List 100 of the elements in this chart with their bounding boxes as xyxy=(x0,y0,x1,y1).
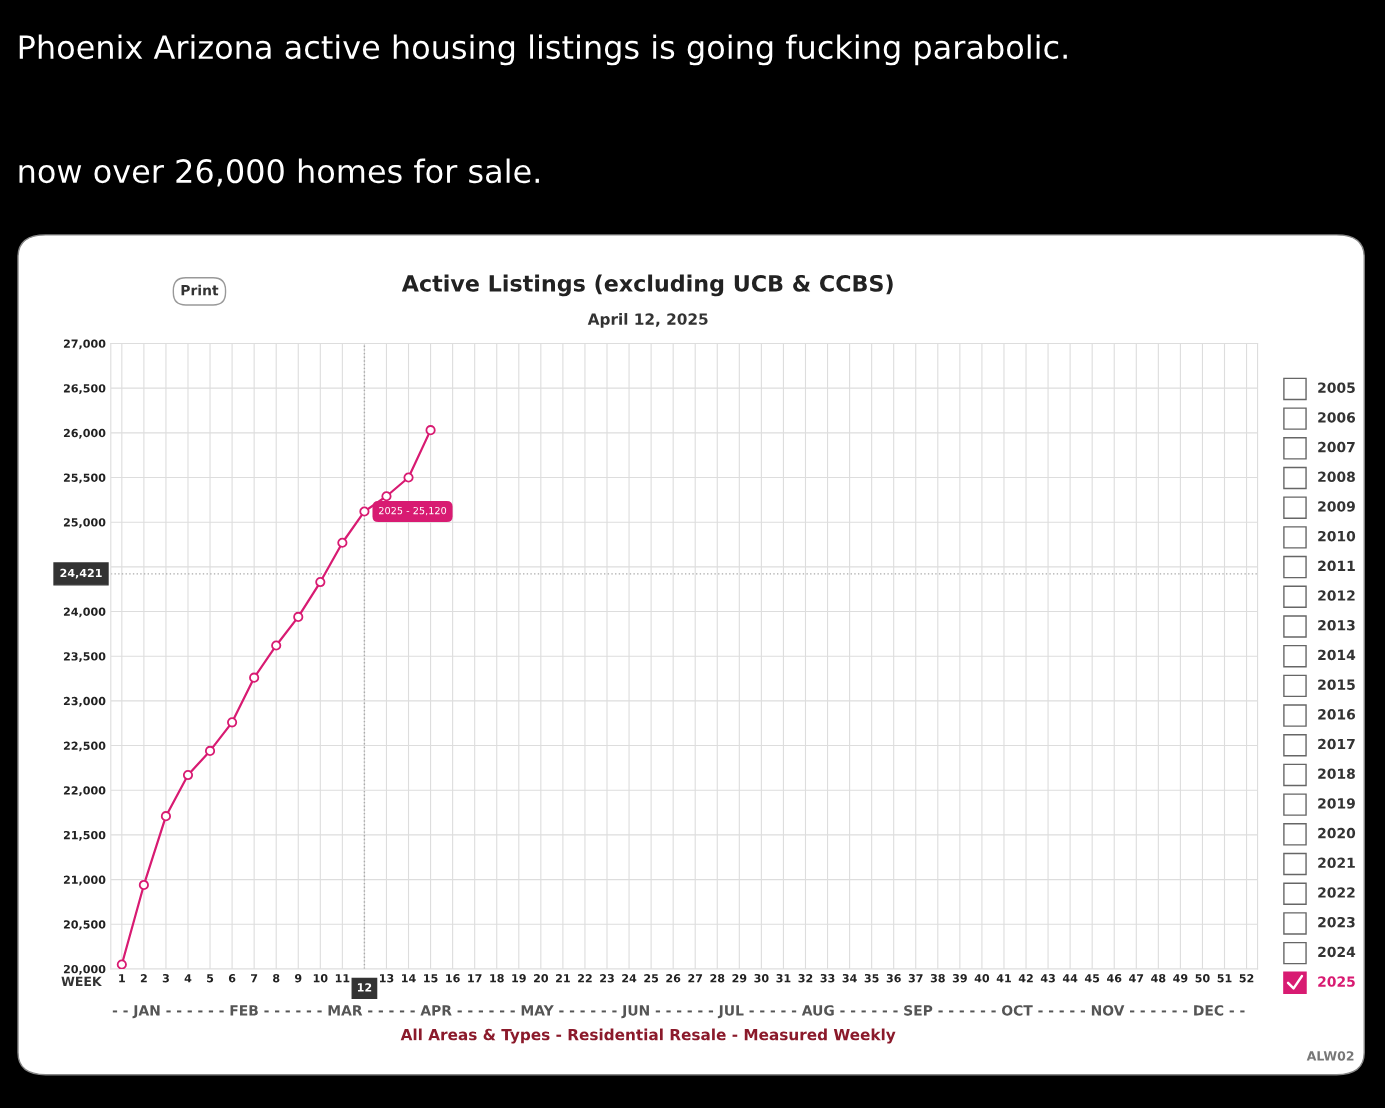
x-tick-label: 49 xyxy=(1173,974,1188,983)
y-tick-label: 20,500 xyxy=(63,920,106,931)
y-tick-label: 26,500 xyxy=(63,384,106,394)
point xyxy=(138,879,149,891)
x-tick-label: 22 xyxy=(578,974,592,983)
x-tick-label: 6 xyxy=(228,974,236,983)
x-tick-label: 38 xyxy=(930,974,945,983)
x-tick-label: 30 xyxy=(754,974,769,983)
point xyxy=(182,769,194,781)
text: 2011 xyxy=(1318,560,1355,572)
chart-subtitle: April 12, 2025 xyxy=(587,313,708,328)
text: 2023 xyxy=(1318,916,1355,928)
point xyxy=(315,576,326,588)
x-tick-label: 43 xyxy=(1040,974,1055,983)
point xyxy=(425,425,436,436)
x-tick-label: 8 xyxy=(273,974,280,983)
x-tick-label: 42 xyxy=(1018,974,1033,983)
text: 2017 xyxy=(1318,738,1355,750)
x-tick-label: 1 xyxy=(119,974,125,983)
x-tick-label: 21 xyxy=(556,974,570,983)
text: Print xyxy=(181,284,219,296)
x-tick-label: 44 xyxy=(1062,974,1078,983)
point xyxy=(359,506,370,517)
x-tick-label: 19 xyxy=(512,974,526,983)
x-tick-label: 50 xyxy=(1195,974,1210,983)
point xyxy=(116,959,127,969)
text: 2019 xyxy=(1318,798,1355,809)
x-tick-label: 48 xyxy=(1151,974,1166,983)
x-tick-label: 52 xyxy=(1239,974,1254,983)
y-tick-label: 25,500 xyxy=(63,473,106,484)
x-tick-label: 10 xyxy=(313,974,328,983)
text: ALW02 xyxy=(1306,1051,1354,1061)
x-tick-label: 46 xyxy=(1107,974,1122,983)
legend-label: 2025 xyxy=(1318,976,1355,987)
x-tick-label: 5 xyxy=(207,974,214,983)
point xyxy=(403,472,414,483)
y-tick-label: 22,000 xyxy=(63,786,106,797)
point xyxy=(249,672,260,683)
x-tick-label: 32 xyxy=(798,974,813,983)
x-tick-label: 13 xyxy=(379,974,394,983)
x-tick-label: 39 xyxy=(952,974,967,983)
y-tick-label: 26,000 xyxy=(63,428,106,439)
ref-line-label: 24,421 xyxy=(60,568,102,579)
text: 2020 xyxy=(1318,827,1356,839)
point xyxy=(337,537,348,548)
x-tick-label: 45 xyxy=(1084,974,1100,983)
text: 2009 xyxy=(1318,501,1355,512)
x-tick-label: 24 xyxy=(622,974,637,983)
text: 2018 xyxy=(1318,768,1355,779)
y-tick-label: 21,000 xyxy=(63,875,106,886)
y-tick-label: 22,500 xyxy=(63,741,106,752)
y-tick-label: 27,000 xyxy=(63,339,106,350)
x-tick-label: 36 xyxy=(886,974,901,983)
chart-title: Active Listings (excluding UCB & CCBS) xyxy=(401,274,893,297)
text: 2015 xyxy=(1318,679,1355,690)
x-tick-label: 29 xyxy=(732,974,747,983)
x-tick-label: 2 xyxy=(140,974,147,983)
y-tick-label: 25,000 xyxy=(63,518,106,528)
x-axis-title: WEEK xyxy=(61,976,102,986)
text: 2012 xyxy=(1318,590,1355,601)
x-tick-label: 28 xyxy=(710,974,725,983)
x-tick-label: 35 xyxy=(864,974,879,983)
text: 2008 xyxy=(1318,471,1355,483)
point xyxy=(271,640,282,651)
x-tick-label: 14 xyxy=(402,974,416,983)
x-tick-label: 26 xyxy=(666,974,681,983)
text: 2014 xyxy=(1318,649,1356,661)
point xyxy=(227,717,238,728)
point xyxy=(204,745,216,756)
x-tick-label: 4 xyxy=(184,974,192,983)
x-tick-label: 16 xyxy=(446,974,460,983)
text: 2007 xyxy=(1318,441,1355,453)
x-tick-label: 37 xyxy=(908,974,923,983)
text: 2016 xyxy=(1318,709,1356,720)
point xyxy=(160,811,172,822)
text: All Areas & Types - Residential Resale - Measured Weekly xyxy=(400,1028,896,1044)
text: 2006 xyxy=(1318,412,1356,423)
text: 2005 xyxy=(1318,382,1355,393)
text: 2021 xyxy=(1318,857,1355,869)
x-tick-label: 41 xyxy=(996,974,1011,983)
text: 2024 xyxy=(1318,946,1356,958)
x-tick-label: 17 xyxy=(468,974,482,983)
x-tick-label: 23 xyxy=(600,974,614,983)
ref-line-label: 12 xyxy=(357,983,372,992)
text: - - JAN - - - - - - FEB - - - - - - MAR - - - - - APR - - - - - - MAY - - - - - - JUN - - - - - - JUL - - - - - AUG - - - - - - SEP - - - - - - OCT - - - - - NOV - - - - - - DEC - - xyxy=(112,1005,1245,1019)
x-tick-label: 11 xyxy=(335,974,350,983)
x-tick-label: 27 xyxy=(688,974,703,983)
y-tick-label: 24,000 xyxy=(63,607,106,618)
y-tick-label: 20,000 xyxy=(63,964,106,975)
x-tick-label: 40 xyxy=(974,974,990,983)
y-tick-label: 23,000 xyxy=(63,696,106,707)
x-tick-label: 3 xyxy=(162,974,169,983)
text: 2010 xyxy=(1318,530,1356,542)
x-tick-label: 20 xyxy=(533,974,549,983)
text: Phoenix Arizona active housing listings is going fucking parabolic. xyxy=(19,34,1067,66)
y-tick-label: 23,500 xyxy=(63,652,106,663)
y-tick-label: 21,500 xyxy=(63,830,106,841)
point xyxy=(381,491,392,502)
x-tick-label: 7 xyxy=(251,974,258,983)
x-tick-label: 18 xyxy=(490,974,504,983)
